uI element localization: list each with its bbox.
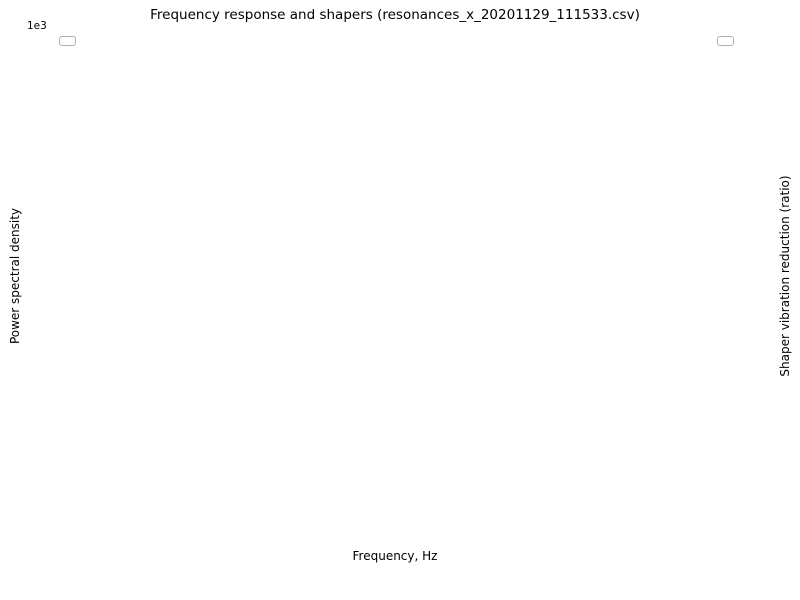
x-axis-label: Frequency, Hz: [352, 549, 438, 563]
legend-psd-curves: [59, 36, 76, 46]
chart-title: Frequency response and shapers (resonanc…: [150, 7, 640, 23]
y-left-axis-multiplier: 1e3: [27, 20, 47, 32]
y-left-axis-label: Power spectral density: [8, 207, 22, 345]
legend-shapers: [717, 36, 734, 46]
y-right-axis-label: Shaper vibration reduction (ratio): [778, 175, 792, 377]
